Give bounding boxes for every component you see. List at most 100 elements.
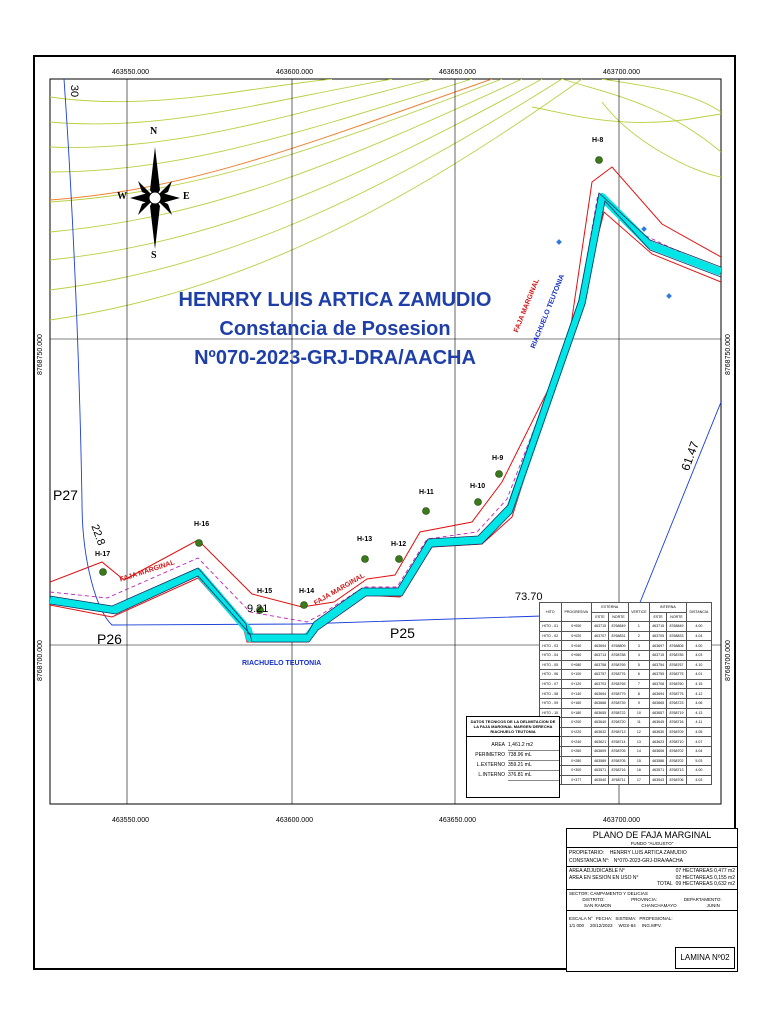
table-cell: 4.04 (685, 745, 713, 757)
table-cell: 8768767 (666, 659, 687, 671)
contour-lines (50, 79, 721, 321)
table-cell: 463623 (649, 736, 668, 747)
table-cell: 463757 (590, 669, 610, 680)
table-row: HITO - 130+24046362187687141346362387687… (539, 736, 713, 747)
table-cell: 0+140 (560, 688, 592, 699)
provincia-key: PROVINCIA: (631, 896, 658, 902)
fecha-key: FECHA: (595, 915, 613, 921)
map-canvas (49, 78, 722, 805)
hitos-table-body: HITO - 01 0+000 463715 8768849 1 463715 876884… (539, 621, 713, 786)
technical-data-box: DATOS TECNICOS DE LA DELIMITACION DE LA … (466, 716, 560, 798)
datos-row: L.EXTERNO 359.21 mL (467, 761, 559, 771)
escala-key: ESCALA N° (569, 915, 593, 921)
river-bank-left (50, 192, 721, 635)
table-cell: 463571 (649, 765, 668, 776)
provincia-value: CHANCHAMAYO (641, 902, 677, 908)
plan-title: PLANO DE FAJA MARGINAL (592, 830, 712, 840)
grid-label-bottom-4: 463700.000 (603, 817, 640, 824)
contour-index-line (50, 79, 493, 201)
cajetin-area-row: AREA ADJUDICABLE N° 07 HECTAREAS 0,477 m2… (567, 867, 737, 890)
hito-markers (99, 156, 603, 614)
table-cell: HITO - 08 (539, 688, 562, 699)
hito-label-h14: H-14 (299, 588, 315, 595)
area-ses-key: AREA EN SESION EN USO N° (569, 874, 639, 881)
table-cell: 8768776 (608, 669, 629, 680)
table-cell: 8768806 (666, 640, 687, 651)
cajetin-title-row: PLANO DE FAJA MARGINAL FUNDO "AUGUSTO" (567, 829, 737, 848)
datos-key: AREA (491, 742, 505, 748)
faja-marginal-outer (50, 166, 721, 608)
sistema-key: SISTEMA: (615, 915, 637, 921)
table-cell: 8 (627, 688, 651, 699)
table-cell: 4.05 (685, 726, 713, 738)
escala-value: 1/1 000 (569, 922, 585, 928)
table-cell: HITO - 07 (539, 678, 562, 690)
table-cell: 4.06 (685, 697, 713, 709)
table-cell: 463655 (590, 707, 610, 719)
table-cell: 8768709 (666, 726, 687, 738)
table-cell: HITO - 03 (539, 640, 562, 651)
table-cell: 4.00 (685, 621, 713, 632)
grid-label-left-1: 8768750.000 (37, 334, 44, 375)
grid-label-top-1: 463550.000 (112, 69, 149, 76)
table-cell: 463586 (649, 755, 668, 767)
datos-key: PERIMETRO (475, 752, 505, 758)
constancia-key: CONSTANCIA N°: (569, 858, 610, 864)
table-cell: 8768716 (608, 765, 629, 776)
table-cell: HITO - 06 (539, 669, 562, 680)
table-cell: 463708 (649, 678, 668, 690)
table-cell: 463630 (649, 726, 668, 738)
area-ses-value: 02 HECTAREAS 0,155 m2 (675, 874, 735, 881)
datos-value: 1,461.2 m2 (508, 741, 559, 751)
table-cell: 4.15 (685, 678, 713, 690)
table-cell: 463758 (590, 659, 610, 671)
table-cell: 16 (627, 765, 651, 776)
table-cell: 8768760 (666, 678, 687, 690)
table-cell: 463540 (590, 774, 610, 786)
table-row: HITO - 06 0+100 463757 8768776 6 463755 876877… (539, 669, 713, 680)
th-progresiva: PROGRESIVA (560, 601, 592, 623)
table-cell: 4.11 (685, 717, 713, 728)
compass-east: E (183, 191, 190, 202)
map-title-block: HENRRY LUIS ARTICA ZAMUDIO Constancia de… (165, 289, 505, 370)
point-p25: P25 (390, 625, 415, 641)
table-cell: 463713 (590, 649, 610, 661)
table-cell: 4.04 (685, 630, 713, 642)
table-cell: 5 (627, 659, 651, 671)
grid-label-left-2: 8768700.000 (37, 640, 44, 681)
profesional-key: PROFESIONAL: (639, 915, 673, 921)
datos-row: L.INTERNO 376.81 mL (467, 771, 559, 781)
table-cell: 463705 (649, 630, 668, 642)
compass-rose (130, 147, 180, 249)
table-cell: 463707 (590, 630, 610, 642)
cajetin-owner-row: PROPIETARIO: HENRRY LUIS ARTICA ZAMUDIO … (567, 848, 737, 867)
table-cell: 17 (627, 774, 651, 786)
sheet-number: LAMINA Nº02 (675, 947, 735, 969)
grid-label-bottom-1: 463550.000 (112, 817, 149, 824)
th-interna: INTERNA (649, 602, 687, 613)
table-cell: 0+020 (560, 630, 592, 642)
table-row: HITO - 03 0+040 463694 8768809 3 463697 876880… (539, 640, 713, 651)
table-cell: 8768722 (608, 707, 629, 719)
table-cell: 8768739 (608, 697, 629, 709)
table-cell: 8768702 (666, 745, 687, 757)
table-cell: 3 (627, 640, 651, 651)
point-p26: P26 (97, 631, 122, 647)
table-cell: 8768706 (666, 774, 687, 786)
table-cell: 0+220 (560, 726, 592, 738)
table-cell: 4.03 (685, 649, 713, 661)
grid-label-right-1: 8768750.000 (725, 334, 732, 375)
cajetin-footer-row: ESCALA N° FECHA: SISTEMA: PROFESIONAL: 1… (567, 911, 737, 933)
table-cell: 463694 (590, 688, 610, 699)
constancia-value: N°070-2023-GRJ-DRA/AACHA (613, 858, 683, 864)
table-cell: 8768775 (666, 669, 687, 680)
table-cell: 463645 (649, 717, 668, 728)
table-cell: 4.10 (685, 659, 713, 671)
table-cell: 0+120 (560, 678, 592, 690)
total-value: 09 HECTAREAS 0,632 m2 (675, 881, 735, 887)
label-30: 30 (68, 84, 81, 98)
table-cell: 463609 (590, 745, 610, 757)
table-cell: 7 (627, 678, 651, 690)
area-adj-value: 07 HECTAREAS 0,477 m2 (675, 868, 735, 874)
table-row: HITO - 07 0+120 463703 8768765 7 463708 876876… (539, 678, 713, 690)
